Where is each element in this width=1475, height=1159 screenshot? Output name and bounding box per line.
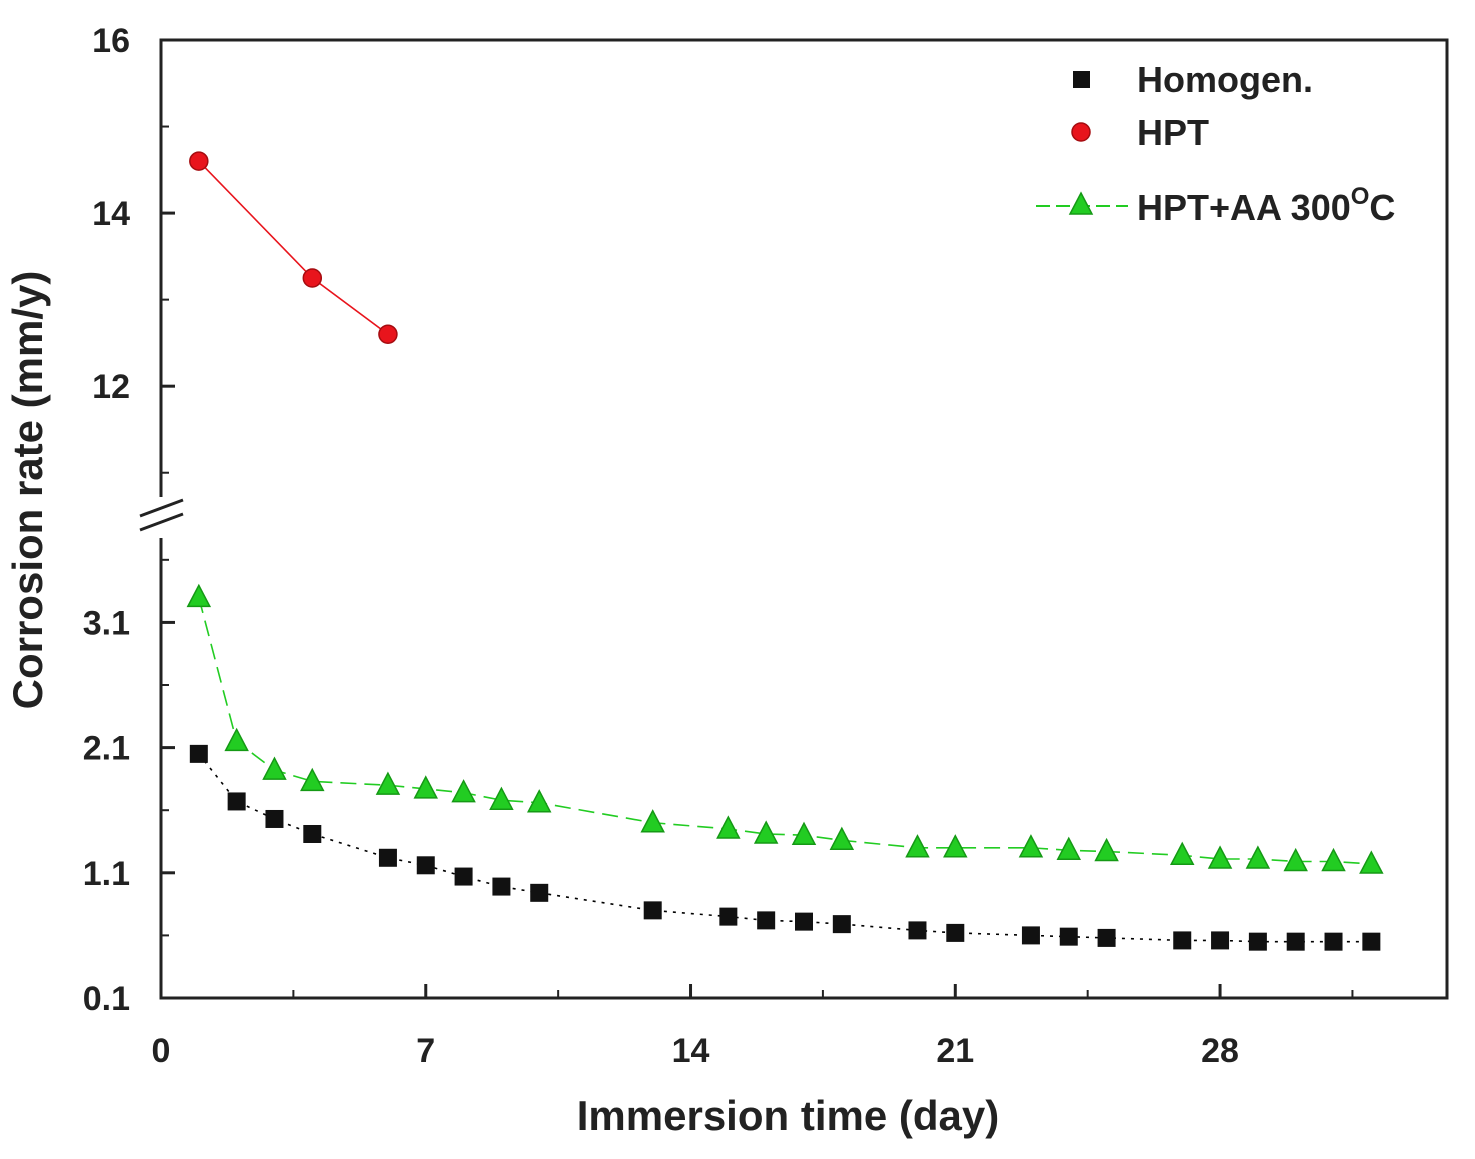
data-point-series-0 — [757, 911, 776, 930]
data-point-series-0 — [454, 867, 473, 886]
data-point-series-2 — [1207, 845, 1233, 869]
legend-label-hpt-aa-suffix: C — [1369, 187, 1395, 228]
x-tick-label: 28 — [1201, 1032, 1239, 1070]
data-point-series-0 — [416, 856, 435, 875]
series-line-0 — [198, 753, 1372, 943]
data-point-series-0 — [227, 792, 246, 811]
data-point-series-0 — [832, 915, 851, 934]
data-point-series-0 — [1173, 931, 1192, 950]
data-point-series-0 — [1248, 932, 1267, 951]
data-point-series-0 — [1097, 928, 1116, 947]
data-point-series-2 — [300, 767, 325, 792]
x-tick-label: 14 — [672, 1032, 710, 1070]
legend-marker-hpt-aa — [1068, 191, 1094, 215]
series-line-2 — [198, 597, 1372, 865]
data-point-series-2 — [943, 834, 968, 858]
data-point-series-0 — [719, 907, 738, 926]
data-point-series-2 — [1094, 837, 1119, 862]
data-point-series-2 — [1245, 845, 1271, 869]
data-point-series-2 — [1283, 847, 1308, 872]
series-line-1 — [198, 160, 389, 335]
data-point-series-1 — [189, 151, 209, 171]
data-point-series-2 — [791, 821, 817, 845]
y-tick-label: 1.1 — [83, 855, 130, 893]
y-tick-label: 0.1 — [83, 980, 130, 1018]
y-axis-ticks: 12 14 16 0.1 1.1 2.1 3.1 — [83, 22, 175, 1018]
x-tick-label: 21 — [936, 1032, 974, 1070]
data-point-series-2 — [413, 775, 439, 799]
data-point-series-2 — [1321, 847, 1346, 872]
legend-label-homogen: Homogen. — [1137, 59, 1313, 100]
data-point-series-0 — [908, 921, 927, 940]
series-lines — [198, 160, 1372, 943]
data-point-series-0 — [643, 901, 662, 920]
x-tick-label: 0 — [152, 1032, 171, 1070]
legend: Homogen. HPT HPT+AA 300OC — [1036, 59, 1395, 228]
data-point-series-2 — [526, 789, 552, 813]
y-tick-label: 3.1 — [83, 604, 130, 642]
legend-marker-hpt — [1071, 122, 1091, 142]
data-point-series-2 — [262, 756, 287, 780]
y-tick-label: 12 — [92, 368, 130, 406]
y-tick-label: 16 — [92, 22, 130, 60]
data-point-series-2 — [375, 771, 401, 795]
data-point-series-1 — [302, 268, 323, 288]
data-point-series-0 — [1021, 926, 1040, 945]
data-point-series-0 — [1286, 932, 1305, 951]
data-point-series-0 — [492, 877, 511, 896]
data-point-series-2 — [451, 779, 476, 803]
data-point-series-2 — [1056, 836, 1082, 861]
data-point-series-2 — [1018, 834, 1044, 858]
data-point-series-0 — [1059, 927, 1078, 946]
legend-label-hpt-aa-superscript: O — [1351, 183, 1370, 210]
data-point-series-2 — [640, 809, 665, 833]
data-point-series-2 — [1169, 841, 1195, 866]
x-tick-label: 7 — [416, 1032, 435, 1070]
legend-label-hpt-aa-main: HPT+AA 300 — [1137, 187, 1351, 228]
data-point-series-2 — [716, 815, 741, 839]
axis-break-mark — [139, 497, 184, 538]
data-point-series-2 — [905, 834, 930, 858]
data-point-series-0 — [1211, 931, 1230, 950]
y-tick-label: 14 — [92, 195, 130, 233]
data-point-series-0 — [303, 824, 322, 843]
legend-label-hpt-aa: HPT+AA 300OC — [1137, 183, 1395, 228]
data-point-series-2 — [186, 583, 212, 608]
y-axis-title: Corrosion rate (mm/y) — [4, 271, 51, 710]
data-point-series-2 — [224, 727, 249, 752]
legend-marker-homogen — [1073, 71, 1090, 88]
x-axis-title: Immersion time (day) — [577, 1092, 999, 1139]
data-point-series-0 — [530, 883, 549, 902]
data-point-series-2 — [753, 820, 779, 844]
data-point-series-0 — [1324, 932, 1343, 951]
data-point-series-2 — [1359, 850, 1384, 874]
data-point-series-0 — [946, 923, 965, 942]
data-point-series-0 — [1362, 932, 1381, 951]
x-axis-ticks: 0 7 14 21 28 — [152, 984, 1354, 1070]
data-point-series-0 — [265, 809, 284, 828]
data-point-series-0 — [189, 744, 208, 763]
data-point-series-0 — [795, 912, 813, 931]
data-point-series-2 — [829, 826, 855, 851]
data-point-series-2 — [489, 786, 514, 810]
y-tick-label: 2.1 — [83, 730, 130, 768]
data-point-series-0 — [378, 848, 397, 867]
series-markers — [186, 151, 1384, 951]
legend-label-hpt: HPT — [1137, 112, 1209, 153]
data-point-series-1 — [378, 324, 398, 345]
